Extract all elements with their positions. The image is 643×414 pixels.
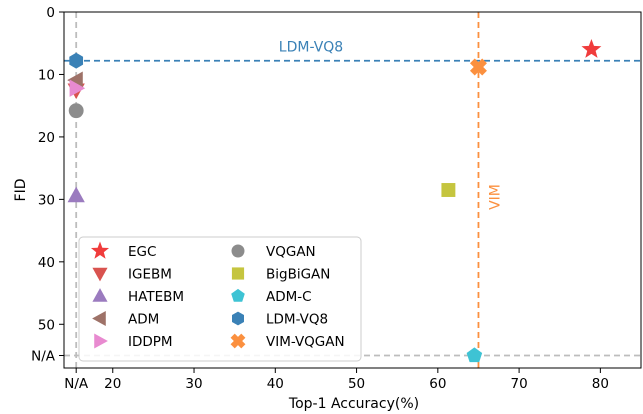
legend-box [78,236,362,362]
legend-marker-vim-vqgan [230,333,246,349]
x-tick-label-n-a: N/A [64,376,89,392]
legend-label-ldm-vq8: LDM-VQ8 [266,312,328,328]
y-tick-label-n-a: N/A [31,349,56,365]
x-tick-label-60: 60 [429,376,446,392]
point-adm-c [466,347,483,363]
point-vim-vqgan [469,58,487,76]
legend-marker-iddpm [94,333,108,349]
y-axis-title: FID [13,179,29,202]
point-bigbigan [441,183,456,197]
legend: EGC IGEBM HATEBM ADM IDDPM VQGAN BigBiGAN ADM-C… [78,236,362,362]
y-tick-label-0: 0 [46,5,55,21]
x-tick-label-40: 40 [267,376,284,392]
y-tick-label-30: 30 [38,192,55,208]
legend-label-vqgan: VQGAN [266,244,316,260]
legend-label-hatebm: HATEBM [128,289,184,305]
legend-marker-adm [92,310,106,327]
legend-label-adm: ADM [128,312,159,328]
legend-marker-ldm-vq8 [232,311,244,326]
point-adm [67,71,83,89]
legend-marker-adm-c [231,288,245,302]
legend-label-igebm: IGEBM [128,267,172,283]
x-tick-label-20: 20 [104,376,121,392]
legend-marker-vqgan [231,244,245,258]
point-iddpm [69,79,86,97]
x-tick-label-80: 80 [592,376,609,392]
point-hatebm [67,186,85,203]
x-tick-label-50: 50 [348,376,365,392]
x-tick-label-70: 70 [511,376,528,392]
reference-line-label-vim: VIM [487,184,503,210]
legend-label-vim-vqgan: VIM-VQGAN [266,334,345,350]
legend-marker-bigbigan [231,267,245,280]
plot-area: LDM-VQ8 VIM N/A 20 30 40 50 60 70 80 0 10 20 30 40 50 N/… [31,5,642,392]
legend-marker-hatebm [92,288,108,302]
legend-label-bigbigan: BigBiGAN [266,267,330,283]
y-tick-label-50: 50 [38,317,55,333]
reference-line-label-ldm-vq8: LDM-VQ8 [279,40,343,56]
legend-marker-egc [90,241,110,259]
legend-label-iddpm: IDDPM [128,334,173,350]
legend-label-egc: EGC [128,244,156,260]
y-tick-label-20: 20 [38,130,55,146]
point-vqgan [68,103,84,119]
legend-marker-igebm [92,267,108,282]
y-tick-label-10: 10 [38,67,55,83]
x-axis-title: Top-1 Accuracy(%) [288,396,419,412]
legend-label-adm-c: ADM-C [266,289,312,305]
plot-frame [63,11,642,369]
point-egc [581,39,602,58]
x-tick-label-30: 30 [185,376,202,392]
y-tick-label-40: 40 [38,255,55,271]
point-ldm-vq8 [69,52,84,69]
